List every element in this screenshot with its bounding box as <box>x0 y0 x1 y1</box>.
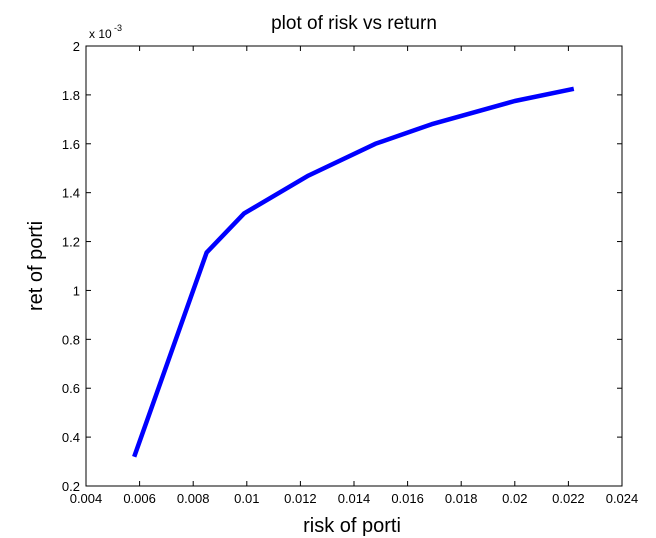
y-tick-label: 0.8 <box>62 332 80 347</box>
y-axis-ticks: 0.2 0.4 0.6 0.8 1 1.2 1.4 1.6 1.8 2 <box>62 39 622 494</box>
y-tick-label: 0.4 <box>62 430 80 445</box>
series-points <box>134 88 574 457</box>
chart-title: plot of risk vs return <box>271 13 437 34</box>
x-axis-title: risk of porti <box>303 515 401 537</box>
x-tick-label: 0.024 <box>606 491 639 506</box>
x-tick-label: 0.014 <box>338 491 371 506</box>
y-tick-label: 0.2 <box>62 479 80 494</box>
x-tick-label: 0.018 <box>445 491 478 506</box>
x-tick-label: 0.01 <box>234 491 259 506</box>
y-scale-multiplier: x 10 -3 <box>89 23 122 41</box>
x-axis-ticks: 0.004 0.006 0.008 0.01 0.012 0.014 0.016 0.018 0… <box>70 46 639 506</box>
y-tick-label: 1.4 <box>62 186 80 201</box>
x-tick-label: 0.006 <box>123 491 156 506</box>
series-line-risk-return <box>132 86 575 458</box>
y-tick-label: 1 <box>73 283 80 298</box>
y-tick-label: 1.8 <box>62 88 80 103</box>
y-tick-label: 1.6 <box>62 137 80 152</box>
x-tick-label: 0.02 <box>502 491 527 506</box>
y-tick-label: 0.6 <box>62 381 80 396</box>
x-tick-label: 0.004 <box>70 491 103 506</box>
x-tick-label: 0.016 <box>391 491 424 506</box>
y-axis-title: ret of porti <box>25 221 47 311</box>
y-scale-base: x 10 <box>89 27 112 41</box>
x-tick-label: 0.022 <box>552 491 585 506</box>
x-tick-label: 0.008 <box>177 491 210 506</box>
y-scale-exponent: -3 <box>114 23 122 33</box>
y-tick-label: 2 <box>73 39 80 54</box>
x-tick-label: 0.012 <box>284 491 317 506</box>
y-tick-label: 1.2 <box>62 235 80 250</box>
